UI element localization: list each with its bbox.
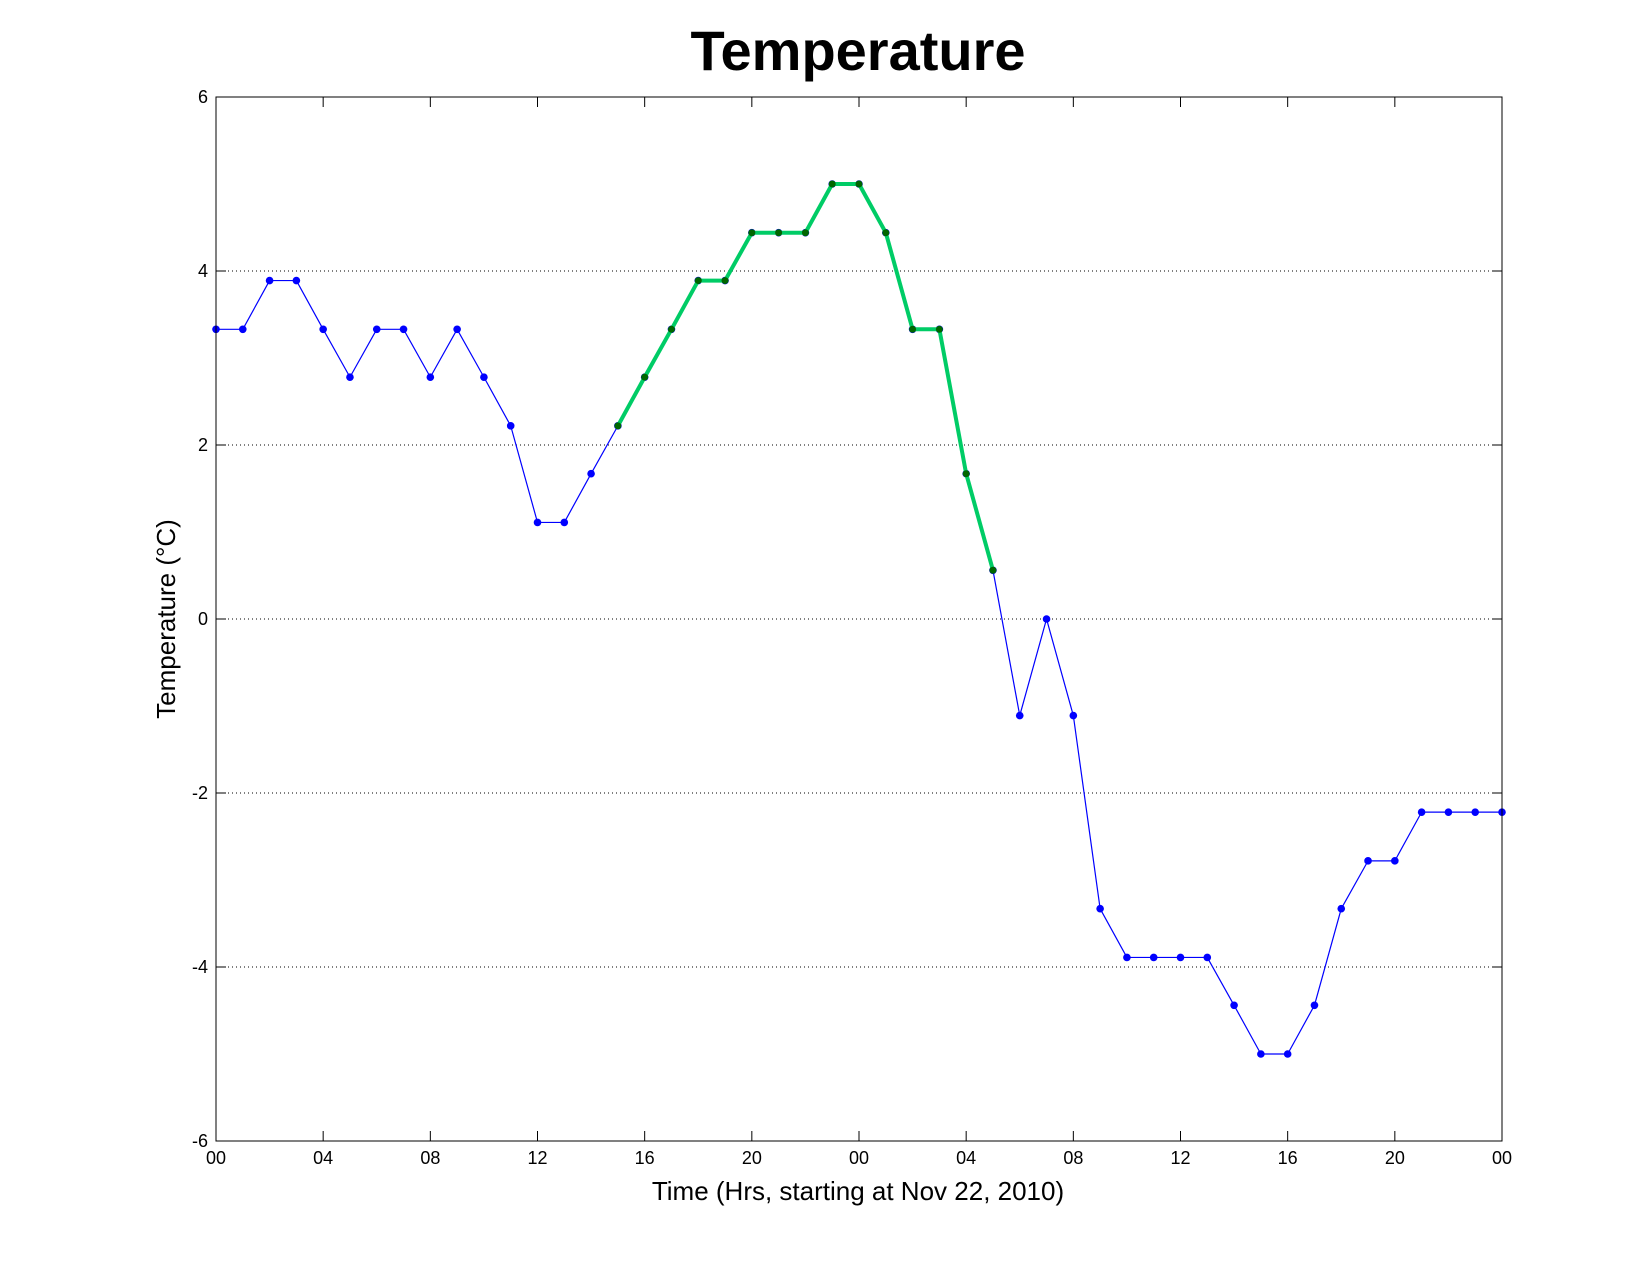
data-point: [1042, 615, 1051, 623]
data-point: [935, 325, 943, 333]
data-point: [855, 180, 863, 188]
y-tick-label: 2: [198, 435, 208, 455]
axis-ticks: [215, 96, 1503, 1142]
y-tick-labels: -6 -4 -2 0 2 4 6: [192, 87, 208, 1151]
data-point: [1364, 857, 1372, 865]
chart-title: Temperature: [690, 19, 1025, 82]
data-point: [399, 325, 408, 334]
data-point: [1096, 904, 1104, 913]
data-point: [801, 229, 809, 237]
x-tick-label: 16: [1278, 1148, 1298, 1168]
data-point: [1015, 711, 1024, 720]
data-point: [909, 325, 917, 333]
x-tick-label: 04: [313, 1148, 333, 1168]
data-point: [1417, 808, 1426, 816]
data-point: [238, 325, 247, 334]
data-point: [372, 325, 381, 334]
x-tick-label: 12: [527, 1148, 547, 1168]
data-point: [319, 325, 327, 334]
x-tick-label: 00: [206, 1148, 226, 1168]
x-tick-label: 16: [635, 1148, 655, 1168]
data-point: [1257, 1050, 1265, 1058]
data-point: [1203, 953, 1212, 962]
data-point: [560, 518, 569, 527]
data-point: [533, 518, 542, 527]
data-point: [1176, 953, 1185, 962]
data-point: [292, 276, 301, 285]
x-tick-label: 00: [1492, 1148, 1512, 1168]
data-point: [641, 373, 649, 381]
data-point: [882, 229, 890, 237]
data-point: [426, 373, 435, 381]
data-point: [748, 229, 756, 237]
y-tick-label: -6: [192, 1131, 208, 1151]
data-point: [1337, 904, 1346, 913]
x-tick-label: 04: [956, 1148, 976, 1168]
data-point: [775, 229, 783, 237]
data-point: [1230, 1001, 1238, 1010]
data-point: [962, 470, 970, 478]
data-point: [1391, 857, 1399, 865]
data-point: [828, 180, 836, 188]
data-point: [346, 373, 354, 381]
x-tick-label: 12: [1170, 1148, 1190, 1168]
x-tick-label: 20: [1385, 1148, 1405, 1168]
data-point: [614, 422, 622, 430]
data-point: [1310, 1001, 1319, 1010]
x-tick-labels: 00 04 08 12 16 20 00 04 08 12 16 20 00: [206, 1148, 1512, 1168]
grid-lines: [216, 270, 1502, 968]
data-point: [1471, 808, 1480, 816]
data-point: [506, 422, 515, 430]
x-axis-label: Time (Hrs, starting at Nov 22, 2010): [652, 1176, 1064, 1206]
series-1: [614, 180, 997, 574]
data-point: [989, 566, 997, 574]
y-tick-label: 0: [198, 609, 208, 629]
x-tick-label: 20: [742, 1148, 762, 1168]
data-point: [587, 469, 595, 478]
x-tick-label: 00: [849, 1148, 869, 1168]
data-point: [480, 373, 488, 381]
series-layer: [212, 180, 1506, 1058]
data-point: [453, 325, 461, 334]
data-point: [1283, 1050, 1292, 1058]
data-point: [667, 325, 675, 333]
y-tick-label: 6: [198, 87, 208, 107]
y-axis-label: Temperature (°C): [151, 519, 181, 719]
y-tick-label: -2: [192, 783, 208, 803]
data-point: [1123, 953, 1131, 962]
data-point: [265, 276, 274, 285]
data-point: [1149, 953, 1158, 962]
y-tick-label: 4: [198, 261, 208, 281]
data-point: [1444, 808, 1453, 816]
data-point: [721, 277, 729, 285]
y-tick-label: -4: [192, 957, 208, 977]
x-tick-label: 08: [1063, 1148, 1083, 1168]
series-0: [212, 180, 1506, 1058]
x-tick-label: 08: [420, 1148, 440, 1168]
data-point: [694, 277, 702, 285]
data-point: [1069, 711, 1078, 720]
series-line: [616, 182, 995, 571]
